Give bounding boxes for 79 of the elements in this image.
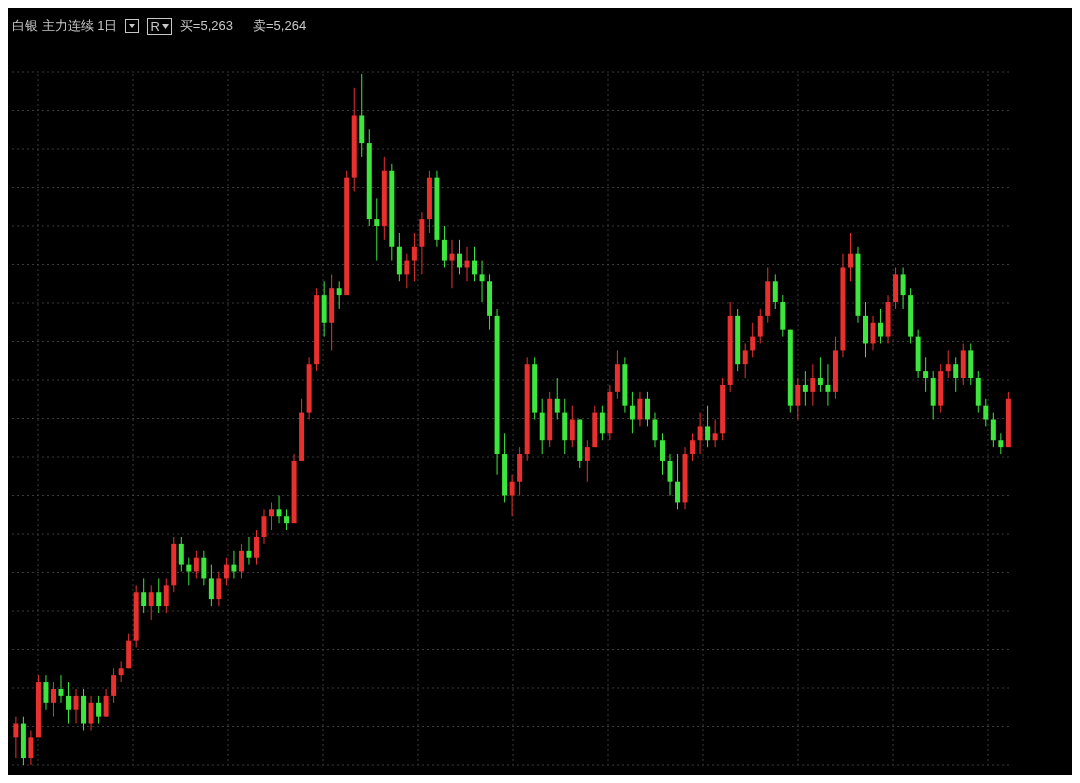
candlestick (757, 308, 763, 344)
candlestick (374, 197, 380, 262)
candlestick (705, 405, 711, 448)
candlestick (43, 674, 49, 711)
candlestick (479, 260, 485, 303)
candlestick (261, 508, 267, 545)
candlestick (441, 225, 447, 268)
candlestick (156, 577, 162, 614)
candlestick (201, 550, 207, 586)
candlestick (652, 412, 658, 448)
candlestick (411, 232, 417, 282)
candlestick (73, 688, 79, 725)
text: 卖=5,264 (252, 17, 307, 35)
candlestick (111, 667, 117, 704)
candlestick (231, 550, 237, 579)
candlestick (802, 370, 808, 407)
candlestick (141, 577, 147, 614)
candlestick (878, 308, 884, 344)
candlestick (983, 398, 989, 427)
candlestick (28, 729, 34, 765)
candlestick (644, 391, 650, 427)
candlestick (88, 695, 94, 731)
candlestick (825, 363, 831, 407)
candlestick (96, 695, 102, 725)
candlestick (472, 246, 478, 282)
candlestick (900, 266, 906, 310)
candlestick (509, 474, 515, 517)
candlestick (404, 253, 410, 289)
candlestick (660, 432, 665, 476)
candlestick (772, 273, 778, 310)
candlestick (697, 412, 703, 455)
candlestick (223, 557, 229, 586)
candlestick (690, 432, 696, 462)
candlestick (103, 688, 109, 718)
candlestick (276, 495, 282, 524)
candlestick (810, 363, 816, 407)
candlestick (66, 681, 72, 725)
candlestick (712, 419, 718, 448)
candlestick (795, 377, 801, 420)
candlestick (284, 508, 290, 531)
candlestick (216, 571, 222, 607)
candlestick (253, 529, 259, 566)
candlestick (193, 550, 199, 579)
candlestick (554, 377, 560, 420)
text: R (150, 18, 160, 34)
candlestick (13, 716, 19, 759)
candlestick (584, 439, 590, 483)
candlestick (163, 577, 169, 614)
candlestick (50, 681, 56, 718)
candlestick (945, 349, 951, 379)
candlestick (178, 536, 184, 573)
candlestick (336, 280, 342, 310)
candlestick (750, 322, 756, 358)
candlestick (449, 239, 455, 289)
candlestick (870, 315, 876, 351)
candlestick (208, 564, 214, 607)
candlestick (675, 453, 681, 510)
chart-title: 白银 主力连续 1日 (12, 17, 118, 35)
candlestick (667, 453, 673, 497)
candlestick (269, 501, 275, 531)
candlestick (569, 405, 575, 448)
text: 买=5,263 (179, 17, 233, 35)
candlestick (629, 391, 635, 434)
candlestick (456, 239, 462, 275)
candlestick (742, 342, 748, 379)
candlestick (923, 356, 929, 393)
candlestick (148, 584, 154, 621)
candlestick (817, 356, 823, 393)
candlestick (58, 674, 64, 704)
candlestick (998, 432, 1004, 455)
candlestick (953, 356, 959, 393)
candlestick (637, 391, 643, 427)
candlestick (246, 536, 252, 566)
candlestick (990, 412, 996, 448)
candlestick (847, 232, 853, 282)
candlestick (186, 557, 192, 586)
candlestick (599, 405, 605, 441)
candlestick (118, 660, 124, 683)
candlestick (238, 543, 244, 579)
